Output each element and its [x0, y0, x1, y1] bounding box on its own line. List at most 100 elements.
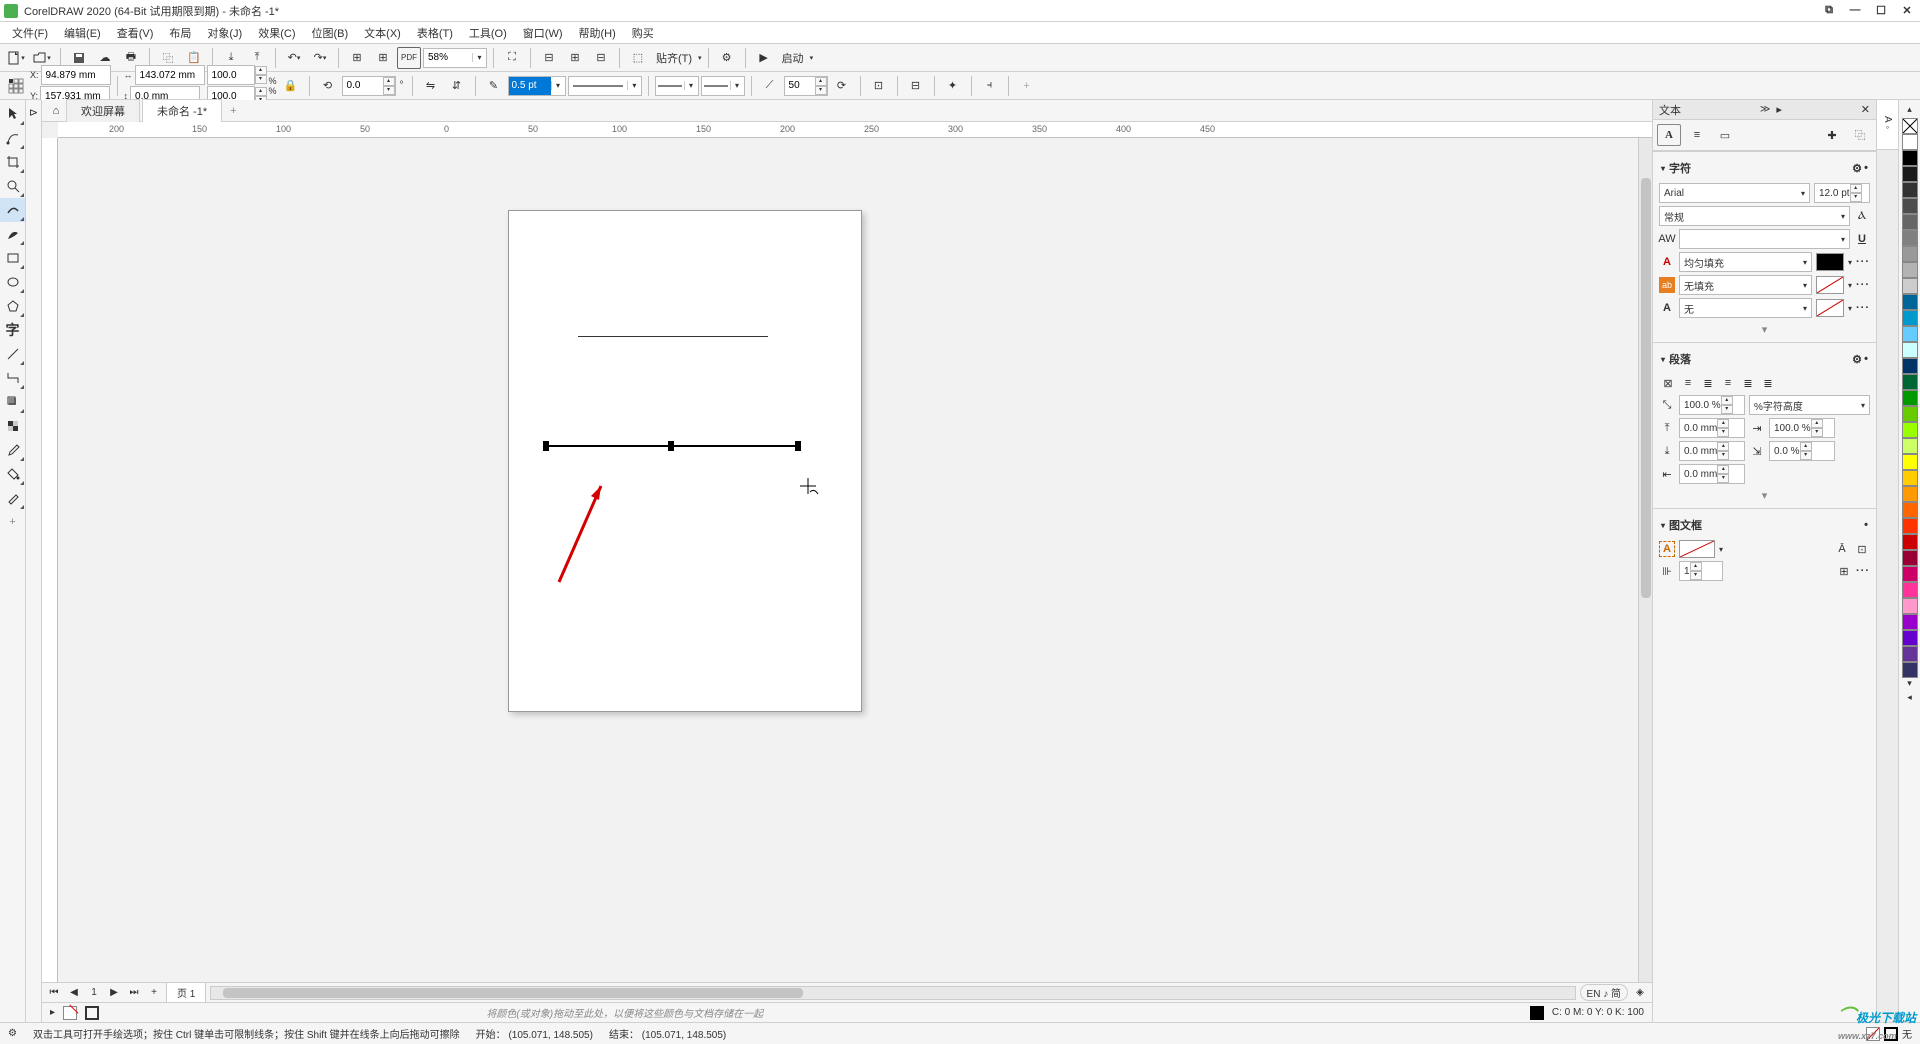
help-icon[interactable]: •	[1864, 519, 1868, 531]
table-icon[interactable]: ⊞	[371, 47, 395, 69]
outline-color-swatch[interactable]	[1816, 299, 1844, 317]
columns-input[interactable]: 1▴▾	[1679, 561, 1723, 581]
zoom-input[interactable]	[424, 49, 472, 67]
align-none-icon[interactable]: ⊠	[1659, 374, 1677, 392]
maximize-icon[interactable]: ☐	[1872, 4, 1890, 17]
color-swatch[interactable]	[1902, 598, 1918, 614]
char-spacing-input[interactable]: 100.0 %▴▾	[1769, 418, 1835, 438]
menu-text[interactable]: 文本(X)	[356, 25, 409, 41]
word-spacing-input[interactable]: 0.0 %▴▾	[1769, 441, 1835, 461]
ruler-icon[interactable]: ⊟	[537, 47, 561, 69]
color-swatch[interactable]	[1902, 166, 1918, 182]
help-icon[interactable]: •	[1864, 353, 1868, 365]
new-icon[interactable]: ▾	[4, 47, 28, 69]
color-swatch[interactable]	[1902, 518, 1918, 534]
color-swatch[interactable]	[1902, 150, 1918, 166]
menu-effect[interactable]: 效果(C)	[250, 25, 303, 41]
snap-label[interactable]: 贴齐(T)	[652, 50, 696, 66]
page-tab[interactable]: 页 1	[166, 982, 206, 1003]
color-swatch[interactable]	[1902, 582, 1918, 598]
docker-close-icon[interactable]: ✕	[1861, 103, 1870, 116]
outline-options-icon[interactable]: ···	[1856, 302, 1870, 314]
fullscreen-icon[interactable]: ⛶	[500, 47, 524, 69]
section-more-icon[interactable]: ▾	[1659, 487, 1870, 504]
align-right-icon[interactable]: ≡	[1719, 374, 1737, 392]
after-para-input[interactable]: 0.0 mm▴▾	[1679, 441, 1745, 461]
minimize-icon[interactable]: —	[1846, 4, 1864, 17]
color-swatch[interactable]	[1902, 630, 1918, 646]
horizontal-ruler[interactable]: 200 150 100 50 0 50 100 150 200 250 300 …	[58, 122, 1652, 138]
frame-options-icon[interactable]: ⊞	[1836, 563, 1852, 579]
color-swatch[interactable]	[1902, 454, 1918, 470]
redo-icon[interactable]: ↷▾	[308, 47, 332, 69]
pos-x-input[interactable]	[41, 65, 111, 85]
section-more-icon[interactable]: ▾	[1659, 321, 1870, 338]
grid-icon[interactable]: ⊞	[563, 47, 587, 69]
color-swatch[interactable]	[1902, 310, 1918, 326]
color-swatch[interactable]	[1902, 550, 1918, 566]
launch-label[interactable]: 启动	[778, 50, 808, 66]
color-swatch[interactable]	[1902, 326, 1918, 342]
font-weight-combo[interactable]: 常规▾	[1659, 206, 1850, 226]
color-swatch[interactable]	[1902, 390, 1918, 406]
color-swatch[interactable]	[1902, 342, 1918, 358]
snap-icon[interactable]: ⬚	[626, 47, 650, 69]
char-mode-icon[interactable]: A	[1657, 124, 1681, 146]
color-swatch[interactable]	[1902, 486, 1918, 502]
menu-window[interactable]: 窗口(W)	[515, 25, 571, 41]
connector-tool[interactable]	[0, 366, 25, 390]
palette-flyout-icon[interactable]: ◂	[1907, 692, 1912, 706]
miter-input[interactable]	[785, 77, 815, 95]
color-swatch[interactable]	[1902, 502, 1918, 518]
bg-fill-combo[interactable]: 无填充▾	[1679, 275, 1812, 295]
menu-layout[interactable]: 布局	[161, 25, 199, 41]
launch-icon[interactable]: ▶	[752, 47, 776, 69]
flyout-icon[interactable]: ⊳	[26, 100, 41, 124]
add-page-icon[interactable]: +	[146, 987, 162, 998]
shape-tool[interactable]	[0, 126, 25, 150]
outline-pen-icon[interactable]: ✎	[482, 75, 506, 97]
wrap-icon[interactable]: ⊡	[867, 75, 891, 97]
gear-icon[interactable]: ⚙	[1852, 353, 1864, 366]
home-tab-icon[interactable]: ⌂	[46, 105, 66, 117]
color-swatch[interactable]	[1902, 646, 1918, 662]
options-icon[interactable]: ⚙	[715, 47, 739, 69]
frame-a-icon[interactable]: A	[1659, 541, 1675, 557]
rotation-input[interactable]	[343, 77, 383, 95]
outline-tool[interactable]	[0, 486, 25, 510]
expand-toolbox[interactable]: +	[0, 510, 25, 534]
nav-zoom-icon[interactable]: ◈	[1632, 987, 1648, 998]
polygon-tool[interactable]	[0, 294, 25, 318]
prev-page-icon[interactable]: ◀	[66, 987, 82, 998]
canvas[interactable]	[58, 138, 1652, 982]
line-style-combo[interactable]: ▾	[568, 76, 642, 96]
menu-bitmap[interactable]: 位图(B)	[304, 25, 357, 41]
dock-toggle-icon[interactable]: ▸	[50, 1007, 55, 1018]
color-swatch[interactable]	[1902, 406, 1918, 422]
color-swatch[interactable]	[1902, 198, 1918, 214]
menu-view[interactable]: 查看(V)	[109, 25, 162, 41]
docker-menu-icon[interactable]: ≫	[1760, 104, 1770, 115]
menu-file[interactable]: 文件(F)	[4, 25, 56, 41]
fill-tool[interactable]	[0, 462, 25, 486]
menu-tools[interactable]: 工具(O)	[461, 25, 515, 41]
guides-icon[interactable]: ⊟	[589, 47, 613, 69]
add-button[interactable]: +	[1015, 75, 1039, 97]
section-frame[interactable]: 图文框	[1669, 517, 1702, 533]
color-swatch[interactable]	[1902, 566, 1918, 582]
outline-combo[interactable]: 无▾	[1679, 298, 1812, 318]
menu-table[interactable]: 表格(T)	[409, 25, 461, 41]
menu-edit[interactable]: 编辑(E)	[56, 25, 109, 41]
outline-width-combo[interactable]: ▾	[508, 76, 566, 96]
menu-help[interactable]: 帮助(H)	[571, 25, 624, 41]
help-icon[interactable]: •	[1864, 162, 1868, 174]
vertical-scrollbar[interactable]	[1638, 138, 1652, 982]
eyedropper-tool[interactable]	[0, 438, 25, 462]
smooth-icon[interactable]: ⫞	[978, 75, 1002, 97]
vertical-ruler[interactable]	[42, 138, 58, 982]
before-para-input[interactable]: 0.0 mm▴▾	[1679, 418, 1745, 438]
color-swatch[interactable]	[1902, 438, 1918, 454]
close-icon[interactable]: ✕	[1898, 4, 1916, 17]
fill-swatch[interactable]	[63, 1006, 77, 1020]
search-icon[interactable]: ⊞	[345, 47, 369, 69]
